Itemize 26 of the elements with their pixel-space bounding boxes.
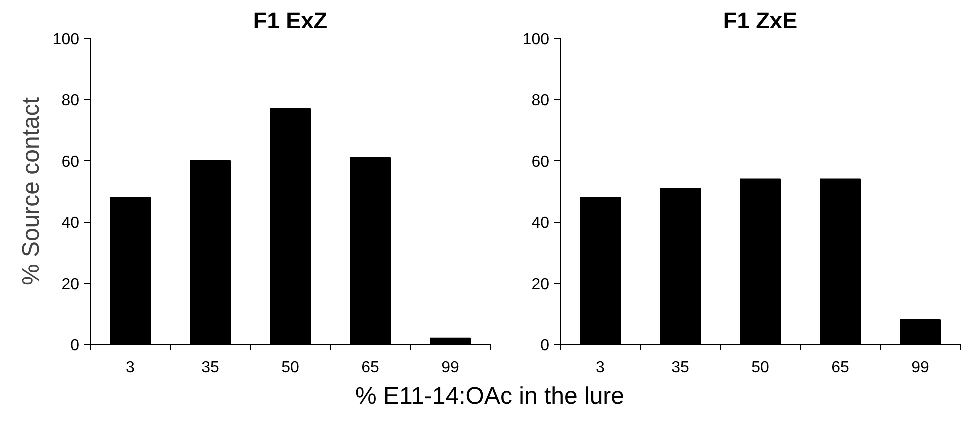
x-tick-label: 65 (832, 360, 850, 376)
x-tick-label: 99 (912, 360, 930, 376)
x-tick-label: 35 (672, 360, 690, 376)
y-tick-label: 0 (70, 338, 80, 354)
y-tick-label: 60 (532, 154, 550, 171)
x-tick-label: 3 (596, 360, 606, 376)
y-tick-label: 20 (62, 276, 80, 294)
x-tick-label: 65 (362, 360, 380, 376)
y-tick-label: 80 (62, 92, 80, 110)
y-tick-label: 80 (532, 92, 550, 110)
y-tick-label: 100 (52, 32, 80, 48)
x-tick-label: 3 (126, 360, 136, 376)
y-tick-label: 40 (62, 215, 80, 232)
x-tick-label: 50 (752, 360, 770, 376)
y-tick-label: 60 (62, 154, 80, 171)
y-tick-label: 0 (540, 338, 550, 354)
x-tick-label: 35 (202, 360, 220, 376)
y-tick-label: 100 (522, 32, 550, 48)
x-tick-label: 99 (442, 360, 460, 376)
x-tick-label: 50 (282, 360, 300, 376)
chart-title: F1 ExZ (253, 8, 328, 34)
y-tick-label: 20 (532, 276, 550, 294)
y-axis-title: % Source contact (18, 97, 45, 286)
x-axis-title: % E11-14:OAc in the lure (355, 382, 625, 412)
y-tick-label: 40 (532, 215, 550, 232)
chart-title: F1 ZxE (723, 8, 798, 34)
